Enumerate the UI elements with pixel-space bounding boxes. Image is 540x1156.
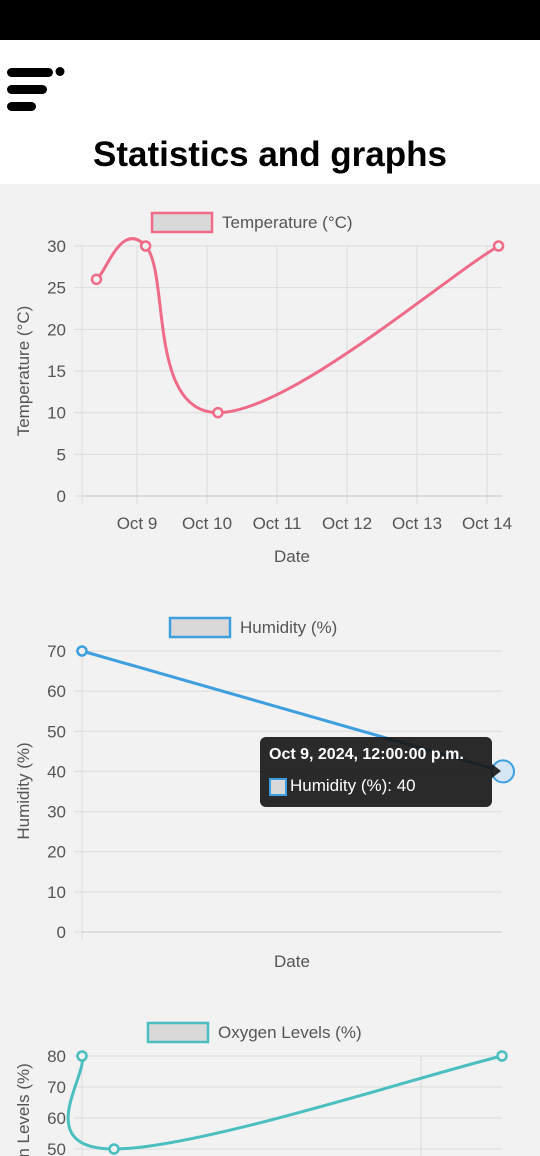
data-point <box>108 1143 120 1155</box>
y-tick-label: 70 <box>47 1078 66 1097</box>
y-tick-label: 30 <box>47 237 66 256</box>
legend-swatch <box>168 616 232 639</box>
x-axis-title: Date <box>274 952 310 971</box>
x-tick-label: Oct 9 <box>117 514 158 533</box>
data-point <box>90 273 103 286</box>
data-point <box>212 406 224 419</box>
y-tick-label: 10 <box>47 404 66 423</box>
y-tick-label: 10 <box>47 883 66 902</box>
legend-label: Oxygen Levels (%) <box>218 1023 362 1042</box>
y-tick-label: 80 <box>47 1047 66 1066</box>
data-point <box>496 1050 508 1062</box>
tooltip-body: Humidity (%): 40 <box>290 776 416 795</box>
y-tick-label: 5 <box>57 445 66 464</box>
y-tick-label: 50 <box>47 1140 66 1156</box>
data-point <box>76 1050 88 1062</box>
y-tick-label: 40 <box>47 762 66 781</box>
tooltip-title: Oct 9, 2024, 12:00:00 p.m. <box>269 746 464 763</box>
x-tick-label: Oct 10 <box>182 514 232 533</box>
x-tick-label: Oct 12 <box>322 514 372 533</box>
y-tick-label: 60 <box>47 682 66 701</box>
y-tick-label: 15 <box>47 362 66 381</box>
y-axis-title: Humidity (%) <box>14 742 33 839</box>
y-tick-label: 20 <box>47 320 66 339</box>
app-header: Statistics and graphs <box>0 40 540 184</box>
y-tick-label: 30 <box>47 803 66 822</box>
y-tick-label: 0 <box>57 487 66 506</box>
legend-label: Humidity (%) <box>240 618 337 637</box>
charts-area: Temperature (°C) 0 5 10 15 20 25 30 Oct 9 Oct 10 O… <box>14 211 515 1156</box>
chart-tooltip: Oct 9, 2024, 12:00:00 p.m. Humidity (%):… <box>260 737 492 807</box>
series-line <box>95 237 500 415</box>
page-title: Statistics and graphs <box>93 135 447 174</box>
data-point <box>492 240 505 252</box>
data-point <box>139 240 152 252</box>
y-tick-label: 70 <box>47 642 66 661</box>
x-tick-label: Oct 13 <box>392 514 442 533</box>
x-tick-label: Oct 14 <box>462 514 512 533</box>
y-tick-label: 0 <box>57 923 66 942</box>
y-tick-label: 25 <box>47 279 66 298</box>
y-axis-title: Temperature (°C) <box>14 306 33 437</box>
hamburger-menu-icon <box>7 67 65 111</box>
legend-label: Temperature (°C) <box>222 213 353 232</box>
data-point <box>76 645 88 657</box>
series-line <box>66 1054 503 1151</box>
x-axis-title: Date <box>274 547 310 566</box>
legend-swatch <box>150 211 214 234</box>
legend-swatch <box>146 1021 210 1044</box>
y-tick-label: 20 <box>47 843 66 862</box>
y-tick-label: 60 <box>47 1109 66 1128</box>
status-bar <box>0 0 540 40</box>
tooltip-swatch <box>269 778 287 796</box>
y-axis-title: Oxygen Levels (%) <box>14 1063 33 1156</box>
menu-button[interactable] <box>4 62 68 118</box>
y-tick-label: 50 <box>47 722 66 741</box>
x-tick-label: Oct 11 <box>253 514 302 533</box>
tooltip-caret <box>492 764 501 778</box>
